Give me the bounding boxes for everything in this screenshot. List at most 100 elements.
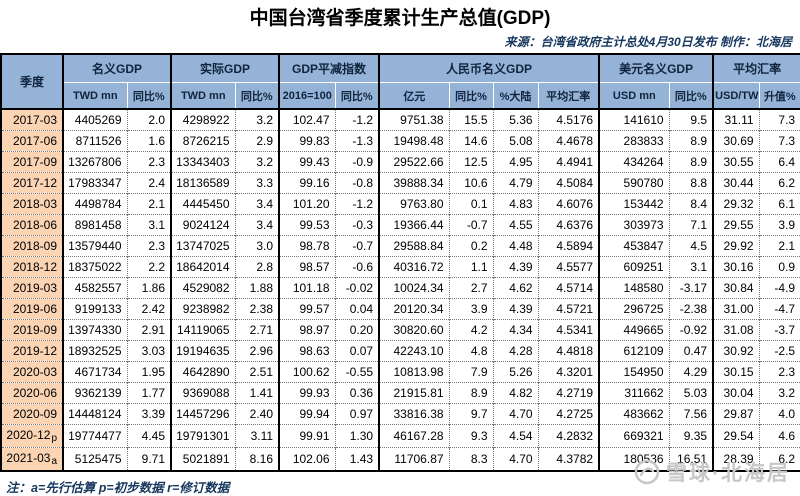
value-cell: 4642890 (170, 361, 236, 383)
value-cell: 10.6 (448, 172, 494, 194)
value-cell: 9.7 (448, 403, 494, 425)
quarter-cell: 2017-09 (0, 151, 63, 173)
value-cell: 2.3 (126, 151, 172, 173)
value-cell: 30820.60 (378, 319, 450, 341)
value-cell: 4.2832 (537, 424, 600, 448)
value-cell: 9763.80 (378, 193, 450, 215)
column-subheader: 同比% (334, 82, 380, 110)
value-cell: 1.1 (448, 256, 494, 278)
column-subheader: 2016=100 (278, 82, 336, 110)
value-cell: 8726215 (170, 130, 236, 152)
value-cell: 9199133 (62, 298, 127, 320)
column-group-header: 实际GDP (170, 53, 280, 83)
value-cell: 19791301 (170, 424, 236, 448)
value-cell: 13343403 (170, 151, 236, 173)
value-cell: 14119065 (170, 319, 236, 341)
value-cell: 30.92 (712, 340, 760, 362)
value-cell: -1.2 (334, 108, 380, 131)
value-cell: 483662 (598, 403, 670, 425)
value-cell: 7.3 (758, 130, 800, 152)
value-cell: 98.97 (278, 319, 336, 341)
value-cell: 30.55 (712, 151, 760, 173)
value-cell: 102.47 (278, 108, 336, 131)
value-cell: 4.6376 (537, 214, 600, 236)
table-row: 2018-12 18375022 2.2 18642014 2.8 98.57 -0.6 40… (0, 256, 800, 278)
value-cell: 99.16 (278, 172, 336, 194)
value-cell: 3.2 (234, 151, 280, 173)
value-cell: 1.95 (126, 361, 172, 383)
value-cell: 590780 (598, 172, 670, 194)
value-cell: 3.3 (234, 172, 280, 194)
value-cell: 2.4 (126, 172, 172, 194)
value-cell: 4.70 (492, 447, 539, 471)
value-cell: 30.84 (712, 277, 760, 299)
value-cell: 2.40 (234, 403, 280, 425)
column-subheader: 同比% (668, 82, 714, 110)
table-row: 2019-12 18932525 3.03 19194635 2.96 98.63 0.07… (0, 340, 800, 362)
quarter-cell: 2017-06 (0, 130, 63, 152)
quarter-cell: 2019-09 (0, 319, 63, 341)
value-cell: 6.4 (758, 151, 800, 173)
value-cell: 1.86 (126, 277, 172, 299)
value-cell: 3.9 (448, 298, 494, 320)
value-cell: 13579440 (62, 235, 127, 257)
value-cell: 4405269 (62, 108, 127, 131)
table-header: 季度 名义GDP 实际GDP GDP平减指数 人民币名义GDP 美元名义GDP 平均汇率 TW… (0, 53, 800, 110)
value-cell: 31.08 (712, 319, 760, 341)
value-cell: 1.30 (334, 424, 380, 448)
value-cell: 14.6 (448, 130, 494, 152)
value-cell: 4671734 (62, 361, 127, 383)
value-cell: 2.2 (126, 256, 172, 278)
value-cell: 3.4 (234, 214, 280, 236)
column-subheader: 亿元 (378, 82, 450, 110)
value-cell: 98.63 (278, 340, 336, 362)
value-cell: 9.35 (668, 424, 714, 448)
value-cell: 30.16 (712, 256, 760, 278)
value-cell: 3.1 (126, 214, 172, 236)
value-cell: 7.3 (758, 108, 800, 131)
value-cell: -4.7 (758, 298, 800, 320)
value-cell: 4.4818 (537, 340, 600, 362)
quarter-cell: 2018-03 (0, 193, 63, 215)
value-cell: 9362139 (62, 382, 127, 404)
value-cell: 98.57 (278, 256, 336, 278)
column-subheader: USD mn (598, 82, 670, 110)
value-cell: 0.2 (448, 235, 494, 257)
value-cell: 99.94 (278, 403, 336, 425)
value-cell: 33816.38 (378, 403, 450, 425)
value-cell: 13267806 (62, 151, 127, 173)
value-cell: 0.47 (668, 340, 714, 362)
gdp-table: 季度 名义GDP 实际GDP GDP平减指数 人民币名义GDP 美元名义GDP 平均汇率 TW… (0, 53, 800, 472)
value-cell: 4.5714 (537, 277, 600, 299)
value-cell: 0.07 (334, 340, 380, 362)
value-cell: 9751.38 (378, 108, 450, 131)
quarter-cell: 2021-03a (0, 447, 63, 471)
value-cell: 8.4 (668, 193, 714, 215)
value-cell: 9238982 (170, 298, 236, 320)
value-cell: 8.16 (234, 447, 280, 471)
column-subheader: 同比% (234, 82, 280, 110)
value-cell: 4.54 (492, 424, 539, 448)
value-cell: 13974330 (62, 319, 127, 341)
value-cell: 31.11 (712, 108, 760, 131)
quarter-cell: 2020-09 (0, 403, 63, 425)
value-cell: 101.20 (278, 193, 336, 215)
column-group-header: 美元名义GDP (598, 53, 714, 83)
value-cell: 2.38 (234, 298, 280, 320)
value-cell: 8.9 (448, 382, 494, 404)
value-cell: 4.2725 (537, 403, 600, 425)
value-cell: 9.71 (126, 447, 172, 471)
value-cell: 148580 (598, 277, 670, 299)
value-cell: 3.9 (758, 214, 800, 236)
value-cell: 29588.84 (378, 235, 450, 257)
value-cell: 4.34 (492, 319, 539, 341)
value-cell: -0.6 (334, 256, 380, 278)
value-cell: 4.4678 (537, 130, 600, 152)
value-cell: 19498.48 (378, 130, 450, 152)
value-cell: 2.42 (126, 298, 172, 320)
value-cell: 311662 (598, 382, 670, 404)
value-cell: 2.1 (758, 235, 800, 257)
value-cell: 7.1 (668, 214, 714, 236)
column-subheader: %大陆 (492, 82, 539, 110)
value-cell: 4.5084 (537, 172, 600, 194)
